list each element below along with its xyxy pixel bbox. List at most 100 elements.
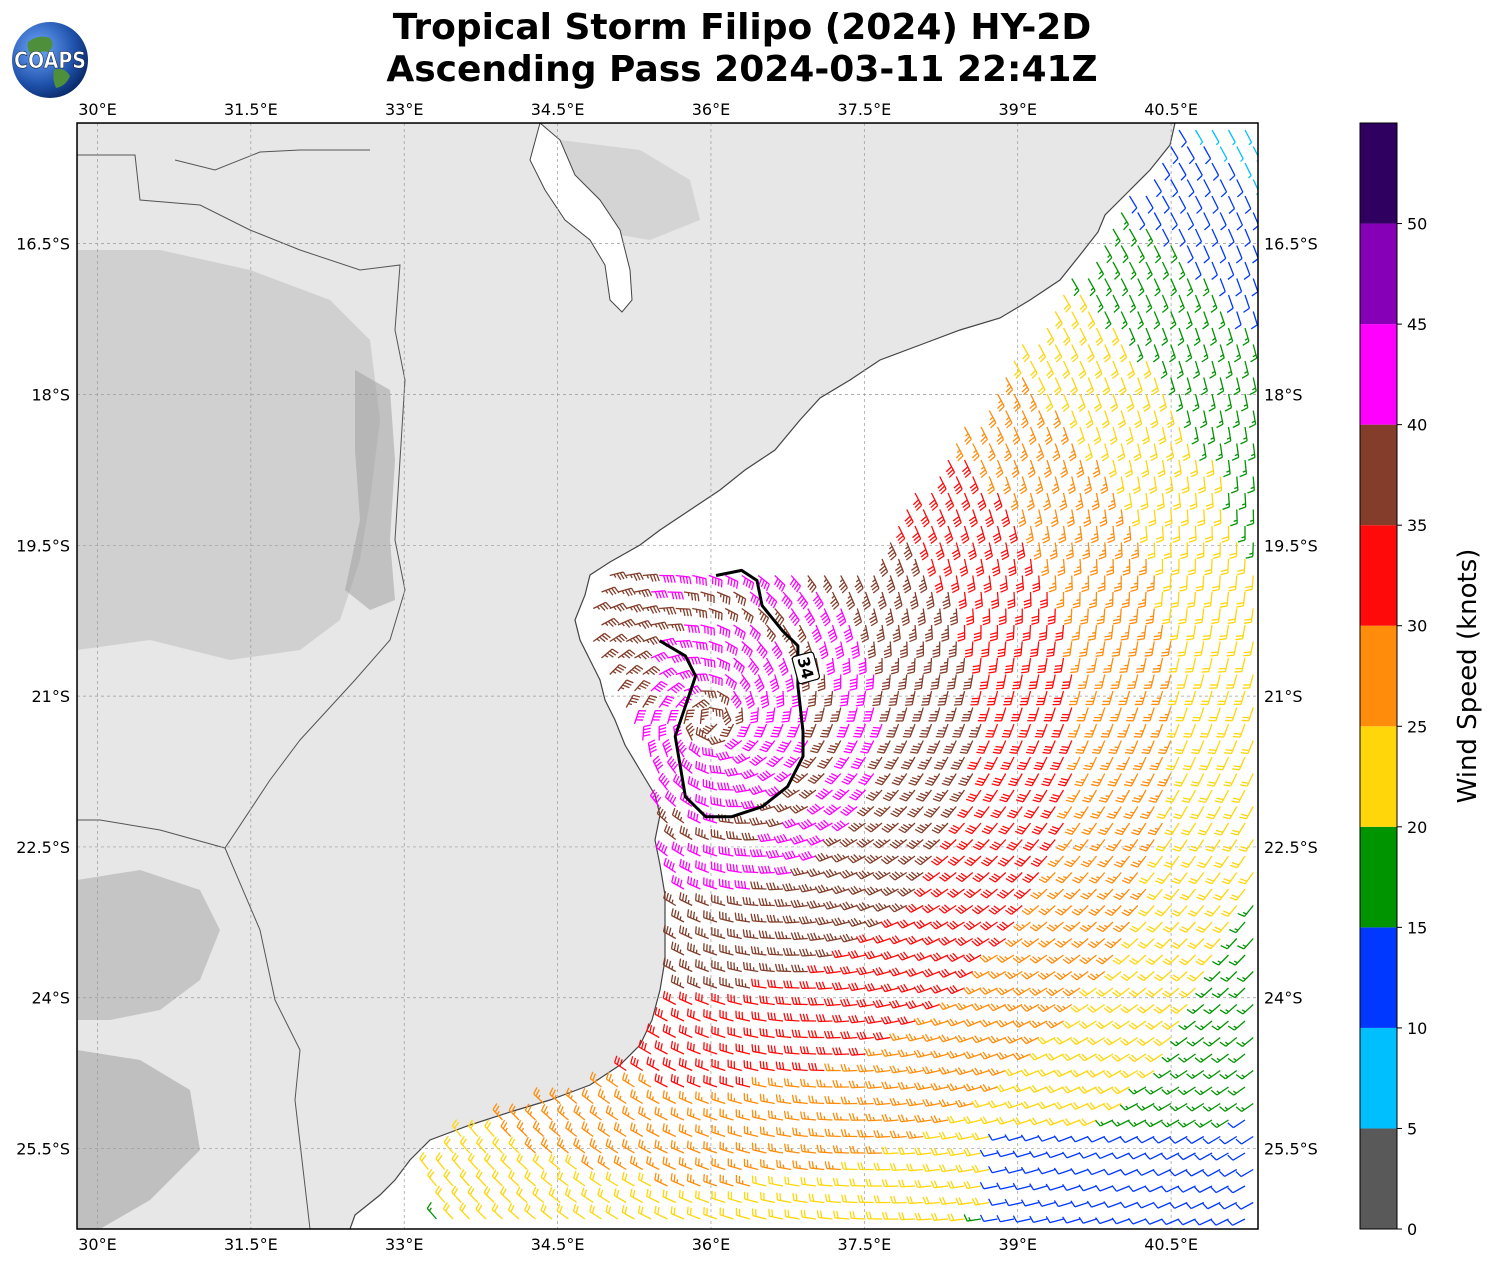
wind-barb xyxy=(1121,872,1139,884)
wind-barb xyxy=(1133,723,1147,738)
wind-barb xyxy=(1079,921,1097,933)
wind-barb xyxy=(741,641,753,658)
wind-barb xyxy=(1020,1068,1040,1077)
wind-barb xyxy=(1169,624,1180,641)
wind-barb xyxy=(1110,674,1122,690)
wind-barb xyxy=(1053,410,1062,429)
wind-barb xyxy=(1236,1004,1254,1015)
wind-barb xyxy=(928,525,938,544)
wind-barb xyxy=(963,1018,982,1027)
wind-barb xyxy=(980,855,998,867)
wind-barb xyxy=(750,707,759,724)
wind-barb xyxy=(1145,294,1153,313)
wind-barb xyxy=(1162,921,1180,933)
wind-barb xyxy=(858,773,875,786)
wind-barb xyxy=(1071,938,1089,949)
wind-barb xyxy=(1026,492,1035,511)
wind-barb xyxy=(1172,839,1188,852)
wind-barb xyxy=(533,1087,545,1104)
wind-barb xyxy=(897,1081,916,1090)
wind-barb xyxy=(1049,542,1058,560)
colorbar-bin xyxy=(1360,223,1397,325)
wind-barb xyxy=(1161,162,1171,181)
wind-barb xyxy=(930,1050,949,1059)
wind-barb xyxy=(1081,822,1098,836)
wind-barb xyxy=(1211,1020,1229,1031)
wind-barb xyxy=(1021,937,1040,948)
wind-barb xyxy=(853,723,867,738)
wind-barb xyxy=(1054,1003,1073,1013)
wind-barb xyxy=(1022,872,1040,883)
wind-barb xyxy=(883,641,892,659)
wind-barb xyxy=(1022,624,1032,642)
wind-barb xyxy=(773,575,786,592)
wind-barb xyxy=(743,1060,759,1072)
wind-barb xyxy=(798,789,817,799)
wind-barb xyxy=(848,822,866,832)
wind-barb xyxy=(659,606,677,615)
wind-barb xyxy=(848,1047,866,1056)
wind-barb xyxy=(848,1080,866,1089)
wind-barb xyxy=(771,641,783,660)
wind-barb xyxy=(945,459,956,478)
wind-barb xyxy=(921,690,933,706)
wind-barb xyxy=(1037,377,1046,396)
wind-barb xyxy=(1210,641,1221,657)
wind-barb xyxy=(980,426,989,445)
wind-barb xyxy=(1198,789,1213,804)
wind-barb xyxy=(831,1014,850,1023)
wind-barb xyxy=(850,756,867,770)
wind-barb xyxy=(862,707,875,722)
wind-barb xyxy=(1197,476,1206,494)
wind-barb xyxy=(1037,1003,1056,1013)
wind-barb xyxy=(999,789,1015,803)
wind-barb xyxy=(799,1013,817,1022)
wind-barb xyxy=(817,674,826,692)
wind-barb xyxy=(908,624,917,643)
wind-barb xyxy=(1062,360,1071,379)
wind-barb xyxy=(741,607,754,624)
wind-barb xyxy=(678,925,693,940)
wind-barb xyxy=(694,959,709,973)
wind-barb xyxy=(1112,987,1130,998)
wind-barb xyxy=(1057,558,1066,577)
wind-barb xyxy=(930,674,941,690)
wind-barb xyxy=(831,853,850,863)
wind-barb xyxy=(1056,591,1065,609)
wind-barb xyxy=(907,806,924,818)
wind-barb xyxy=(1024,773,1040,787)
wind-barb xyxy=(1230,509,1238,527)
wind-barb xyxy=(924,624,934,643)
wind-barb xyxy=(757,865,775,874)
wind-barb xyxy=(1186,1069,1205,1079)
wind-barb xyxy=(1113,855,1131,868)
wind-barb xyxy=(675,574,692,585)
wind-barb xyxy=(1239,806,1254,820)
wind-barb xyxy=(798,850,817,861)
wind-barb xyxy=(1204,872,1221,885)
wind-barb xyxy=(1063,921,1081,932)
wind-barb xyxy=(1086,344,1095,363)
wind-barb xyxy=(1105,839,1122,852)
wind-barb xyxy=(1180,542,1189,560)
wind-barb xyxy=(946,674,957,690)
wind-barb xyxy=(959,558,969,577)
wind-barb xyxy=(1145,1020,1163,1030)
wind-barb xyxy=(783,1012,800,1022)
wind-barb xyxy=(1000,756,1015,771)
wind-barb xyxy=(872,870,891,881)
colorbar-bin xyxy=(1360,424,1397,526)
lon-tick-label-top: 31.5°E xyxy=(224,100,278,119)
wind-barb xyxy=(711,1091,726,1105)
wind-barb xyxy=(708,640,723,654)
wind-barb xyxy=(642,605,661,614)
wind-barb xyxy=(1224,393,1233,412)
wind-barb xyxy=(1150,723,1164,738)
wind-barb xyxy=(1137,938,1155,949)
wind-barb xyxy=(1007,806,1023,819)
wind-barb xyxy=(1088,591,1098,609)
wind-barb xyxy=(799,1046,817,1055)
wind-barb xyxy=(1138,872,1155,884)
wind-barb xyxy=(965,789,982,803)
wind-barb xyxy=(1196,542,1205,560)
